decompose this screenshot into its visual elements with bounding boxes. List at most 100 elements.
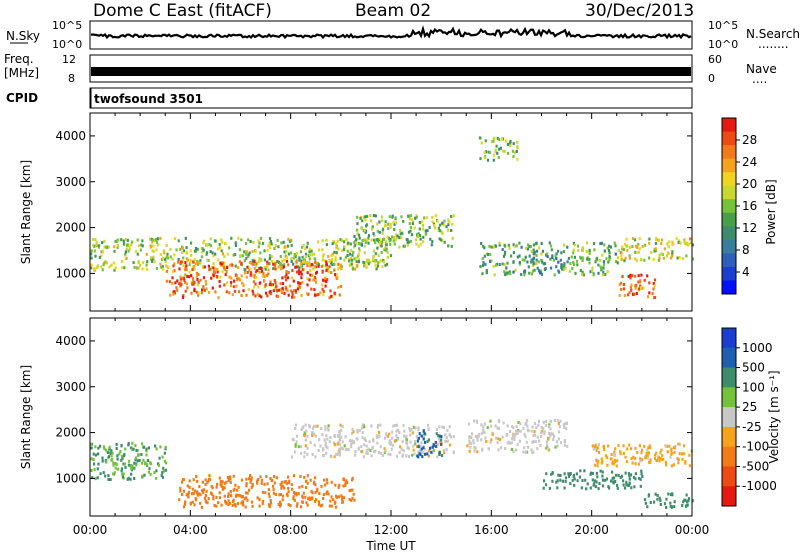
echo-cell <box>192 478 195 482</box>
echo-cell <box>193 249 196 253</box>
echo-cell <box>360 426 364 430</box>
echo-cell <box>669 501 672 505</box>
echo-cell <box>226 252 229 256</box>
colorbar-tick-label: 1000 <box>742 341 773 355</box>
echo-cell <box>557 249 560 253</box>
echo-cell <box>307 497 310 501</box>
echo-cell <box>662 458 665 461</box>
echo-cell <box>682 444 686 448</box>
echo-region <box>353 214 455 249</box>
echo-cell <box>285 482 288 486</box>
echo-cell <box>164 257 167 261</box>
echo-cell <box>643 258 646 262</box>
colorbar-segment <box>722 226 736 241</box>
echo-cell <box>552 435 556 438</box>
echo-cell <box>157 463 160 467</box>
echo-cell <box>653 247 656 251</box>
echo-cell <box>490 259 493 263</box>
echo-cell <box>430 450 433 454</box>
echo-cell <box>155 469 158 473</box>
echo-cell <box>516 430 519 434</box>
echo-cell <box>397 428 400 432</box>
echo-cell <box>403 429 406 433</box>
echo-region <box>90 236 392 272</box>
echo-cell <box>601 460 604 464</box>
echo-cell <box>305 429 308 433</box>
echo-cell <box>331 242 334 246</box>
echo-cell <box>341 498 344 502</box>
echo-cell <box>303 258 306 262</box>
echo-cell <box>97 462 100 466</box>
echo-cell <box>324 259 327 263</box>
echo-cell <box>609 245 613 249</box>
echo-cell <box>509 139 512 143</box>
echo-cell <box>514 433 517 436</box>
echo-cell <box>277 288 280 292</box>
echo-cell <box>429 237 432 241</box>
echo-cell <box>366 260 369 264</box>
echo-cell <box>363 251 366 255</box>
echo-cell <box>564 476 568 480</box>
echo-cell <box>321 254 324 258</box>
echo-cell <box>533 433 537 437</box>
echo-cell <box>101 268 104 272</box>
echo-cell <box>337 434 340 438</box>
echo-cell <box>634 446 637 450</box>
echo-cell <box>396 438 399 441</box>
echo-cell <box>300 259 303 263</box>
echo-cell <box>121 456 124 460</box>
echo-cell <box>356 430 359 434</box>
noise-right-tick-bottom: 10^0 <box>708 38 738 51</box>
echo-cell <box>90 442 93 446</box>
echo-cell <box>325 478 329 482</box>
echo-cell <box>635 292 638 295</box>
echo-cell <box>621 247 624 251</box>
echo-cell <box>264 291 268 295</box>
echo-cell <box>380 215 383 219</box>
echo-cell <box>329 261 333 265</box>
echo-cell <box>637 462 640 466</box>
echo-cell <box>637 287 641 291</box>
echo-cell <box>206 480 209 484</box>
echo-cell <box>422 451 425 455</box>
echo-cell <box>509 272 512 276</box>
echo-cell <box>251 289 254 293</box>
echo-cell <box>239 278 242 282</box>
power-colorbar-label: Power [dB] <box>764 179 778 244</box>
echo-cell <box>532 262 536 266</box>
echo-cell <box>370 454 373 458</box>
echo-cell <box>301 426 304 430</box>
echo-cell <box>572 474 575 478</box>
echo-cell <box>96 467 99 471</box>
echo-cell <box>559 474 562 477</box>
echo-cell <box>389 224 392 228</box>
echo-cell <box>594 443 597 447</box>
echo-cell <box>526 424 529 428</box>
echo-cell <box>391 443 394 447</box>
echo-cell <box>617 249 620 252</box>
echo-cell <box>212 254 215 258</box>
echo-cell <box>674 444 677 448</box>
echo-cell <box>480 141 483 145</box>
echo-cell <box>329 436 332 439</box>
echo-cell <box>402 219 405 223</box>
echo-cell <box>309 478 312 482</box>
echo-cell <box>557 269 560 273</box>
echo-cell <box>195 498 198 502</box>
echo-cell <box>558 425 561 429</box>
echo-cell <box>279 262 282 265</box>
echo-cell <box>542 486 545 490</box>
echo-cell <box>623 242 627 246</box>
noise-left-tick-bottom: 10^0 <box>52 38 82 51</box>
echo-cell <box>448 220 451 224</box>
echo-cell <box>221 480 224 484</box>
echo-cell <box>369 260 372 264</box>
echo-cell <box>430 243 433 247</box>
echo-cell <box>490 245 493 249</box>
echo-cell <box>363 437 366 441</box>
echo-cell <box>317 248 321 252</box>
echo-cell <box>223 267 226 271</box>
echo-cell <box>267 268 270 272</box>
echo-cell <box>481 447 484 451</box>
echo-cell <box>306 503 309 507</box>
